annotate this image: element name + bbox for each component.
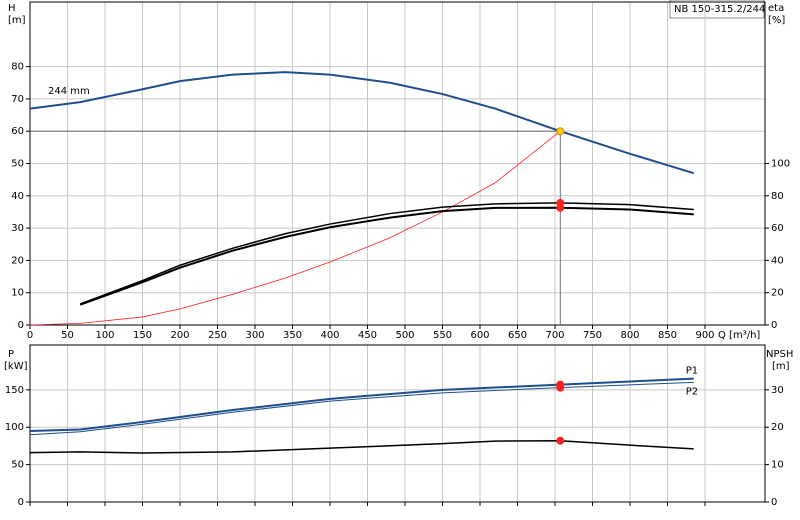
y-tick-label: 0: [18, 320, 24, 331]
duty-marker: [556, 436, 565, 445]
y2-axis-unit: [m]: [772, 361, 790, 372]
x-tick-label: 550: [433, 330, 452, 341]
curve: [29, 71, 695, 175]
curve: [29, 381, 694, 436]
y-axis-unit: [m]: [8, 15, 26, 26]
x-axis-label: Q [m³/h]: [718, 330, 760, 341]
duty-marker: [556, 203, 565, 212]
chart-title: NB 150-315.2/244: [674, 4, 765, 15]
series-label: P1: [686, 366, 698, 377]
curve: [29, 439, 694, 454]
y-tick-label: 0: [18, 497, 24, 508]
annotation: 244 mm: [48, 86, 90, 97]
y-tick-label: 30: [11, 223, 24, 234]
y2-tick-label: 10: [771, 460, 784, 471]
x-tick-label: 900: [695, 330, 714, 341]
y-axis-label: H: [8, 3, 16, 14]
y-tick-label: 60: [11, 126, 24, 137]
y-tick-label: 20: [11, 255, 24, 266]
y2-tick-label: 0: [771, 497, 777, 508]
y-tick-label: 70: [11, 94, 24, 105]
x-tick-label: 0: [27, 330, 33, 341]
x-tick-label: 300: [245, 330, 264, 341]
x-tick-label: 700: [545, 330, 564, 341]
y-tick-label: 100: [5, 422, 24, 433]
x-tick-label: 500: [395, 330, 414, 341]
plot-frame: [29, 1, 766, 326]
x-tick-label: 350: [283, 330, 302, 341]
curve: [79, 206, 694, 306]
x-tick-label: 100: [95, 330, 114, 341]
y2-tick-label: 100: [771, 159, 790, 170]
y-axis-label: P: [8, 349, 14, 360]
y2-tick-label: 0: [771, 320, 777, 331]
duty-marker: [556, 127, 565, 136]
y2-tick-label: 30: [771, 385, 784, 396]
series-label: P2: [686, 386, 698, 397]
y-tick-label: 10: [11, 288, 24, 299]
y2-axis-label: eta: [768, 3, 784, 14]
x-tick-label: 800: [620, 330, 639, 341]
y2-tick-label: 80: [771, 191, 784, 202]
plot-frame: [29, 344, 766, 503]
y-tick-label: 150: [5, 385, 24, 396]
x-tick-label: 450: [358, 330, 377, 341]
x-tick-label: 650: [508, 330, 527, 341]
x-tick-label: 200: [170, 330, 189, 341]
y2-tick-label: 60: [771, 223, 784, 234]
y2-tick-label: 20: [771, 288, 784, 299]
x-tick-label: 150: [133, 330, 152, 341]
title-box: [669, 0, 765, 19]
y-tick-label: 80: [11, 62, 24, 73]
x-tick-label: 400: [320, 330, 339, 341]
y-axis-unit: [kW]: [4, 361, 28, 372]
curve: [79, 202, 694, 305]
y-tick-label: 50: [11, 159, 24, 170]
x-tick-label: 850: [658, 330, 677, 341]
x-tick-label: 600: [470, 330, 489, 341]
x-tick-label: 750: [583, 330, 602, 341]
x-tick-label: 50: [61, 330, 74, 341]
curve: [29, 377, 694, 432]
y-tick-label: 40: [11, 191, 24, 202]
y-tick-label: 50: [11, 460, 24, 471]
x-tick-label: 250: [208, 330, 227, 341]
duty-marker: [556, 383, 565, 392]
y2-axis-unit: [%]: [768, 15, 785, 26]
y2-axis-label: NPSH: [766, 349, 793, 360]
y2-tick-label: 20: [771, 422, 784, 433]
curve: [29, 130, 561, 326]
y2-tick-label: 40: [771, 255, 784, 266]
